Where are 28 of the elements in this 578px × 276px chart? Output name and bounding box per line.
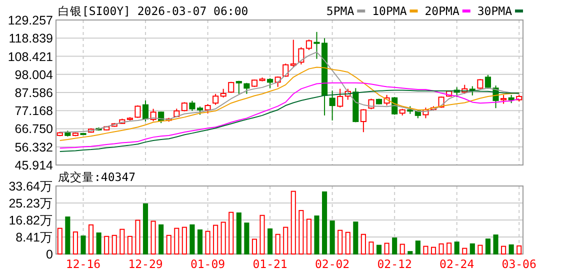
legend-label: 20PMA — [424, 4, 460, 18]
y-tick-label: 33.64万 — [8, 180, 53, 194]
y-tick-label: 25.23万 — [8, 196, 53, 210]
y-tick-label: 118.839 — [8, 32, 54, 46]
legend-label: 5PMA — [326, 4, 354, 18]
y-tick-label: 0 — [46, 248, 54, 262]
y-tick-label: 108.421 — [8, 50, 54, 64]
y-tick-label: 8.41万 — [16, 230, 53, 244]
legend-label: 10PMA — [372, 4, 407, 18]
y-tick-label: 45.914 — [14, 158, 54, 172]
y-tick-label: 56.332 — [14, 140, 54, 154]
x-tick-label: 12-16 — [66, 257, 101, 271]
y-tick-label: 98.004 — [14, 68, 54, 82]
x-tick-label: 02-12 — [377, 257, 412, 271]
chart-title: 白银[SI00Y] 2026-03-07 06:00 — [58, 4, 248, 18]
x-tick-label: 01-21 — [252, 257, 288, 271]
y-tick-label: 16.82万 — [8, 214, 53, 228]
x-tick-label: 02-02 — [314, 257, 350, 271]
y-tick-label: 129.257 — [8, 14, 54, 28]
y-tick-label: 66.750 — [14, 122, 54, 136]
legend-label: 30PMA — [477, 4, 512, 18]
x-tick-label: 02-24 — [440, 257, 474, 271]
y-tick-label: 87.586 — [14, 86, 54, 100]
x-tick-label: 01-09 — [190, 257, 226, 271]
y-tick-label: 77.168 — [14, 104, 54, 118]
x-tick-label: 12-29 — [128, 257, 163, 271]
chart-title: 成交量:40347 — [58, 170, 136, 184]
x-tick-label: 03-06 — [502, 257, 536, 271]
